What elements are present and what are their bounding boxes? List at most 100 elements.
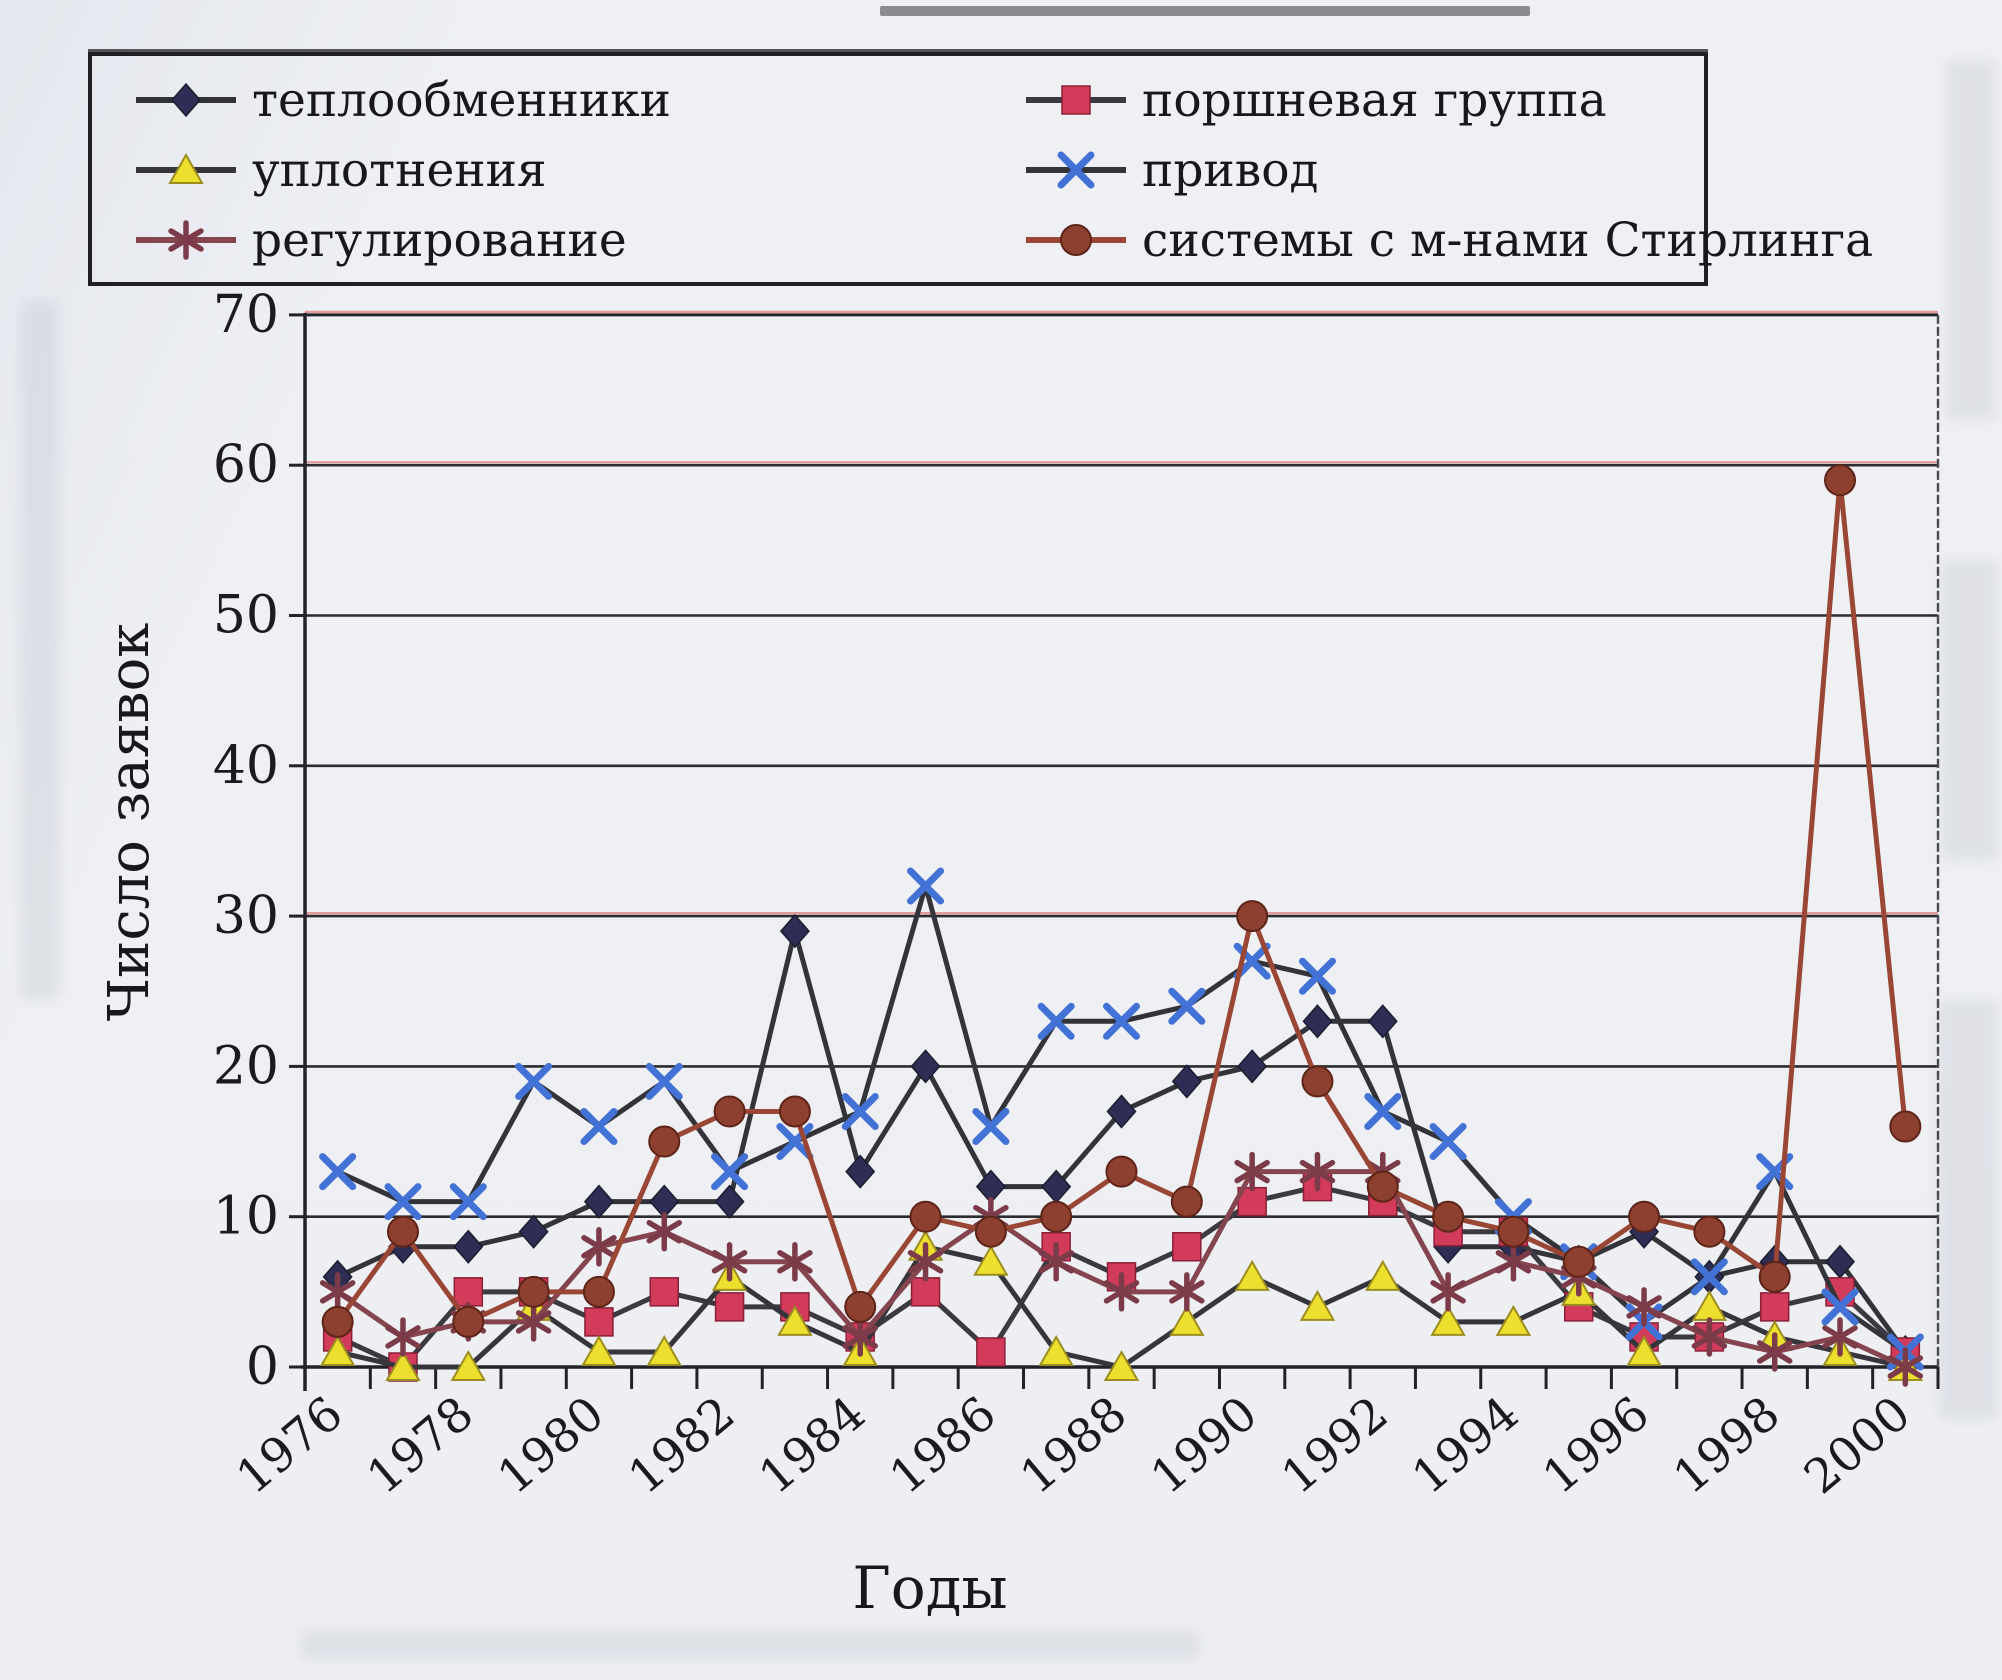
marker-square <box>584 1307 614 1337</box>
bleed-through-artifact <box>300 1630 1200 1660</box>
marker-diamond <box>1302 1004 1333 1039</box>
marker-x <box>645 1062 683 1100</box>
x-tick-label: 1994 <box>1402 1386 1529 1505</box>
marker-x <box>449 1183 487 1221</box>
marker-triangle <box>1038 1334 1074 1366</box>
legend-label: уплотнения <box>252 142 547 198</box>
legend-item-1: теплообменники <box>134 70 671 130</box>
marker-triangle <box>385 1349 421 1381</box>
y-tick-label: 40 <box>213 736 279 796</box>
marker-circle <box>452 1305 485 1338</box>
svg-text:1978: 1978 <box>357 1386 484 1505</box>
svg-text:1980: 1980 <box>488 1386 615 1505</box>
svg-text:1976: 1976 <box>226 1386 353 1505</box>
marker-circle <box>1693 1215 1726 1248</box>
x-tick-label: 1990 <box>1141 1386 1268 1505</box>
marker-diamond <box>453 1229 484 1264</box>
x-tick-label: 2000 <box>1794 1386 1921 1505</box>
marker-x <box>1298 957 1336 995</box>
legend-label: системы с м-нами Стирлинга <box>1142 212 1874 268</box>
marker-circle <box>1040 1200 1073 1233</box>
marker-x <box>1168 987 1206 1025</box>
legend-item-2: уплотнения <box>134 140 547 200</box>
svg-text:1996: 1996 <box>1533 1386 1660 1505</box>
marker-diamond <box>845 1154 876 1189</box>
marker-asterisk <box>1038 1250 1074 1274</box>
marker-triangle <box>1691 1289 1728 1321</box>
marker-circle <box>778 1095 811 1128</box>
legend-swatch-asterisk-icon <box>136 220 236 260</box>
marker-triangle <box>1495 1304 1532 1336</box>
svg-text:2000: 2000 <box>1794 1386 1921 1505</box>
svg-text:1994: 1994 <box>1402 1386 1529 1505</box>
bleed-through-artifact <box>1938 1000 1998 1420</box>
marker-diamond <box>1367 1004 1398 1039</box>
marker-diamond <box>910 1049 941 1084</box>
marker-diamond <box>1237 1049 1268 1084</box>
marker-x <box>776 1123 814 1161</box>
marker-asterisk <box>711 1250 748 1274</box>
x-tick-label: 1986 <box>880 1386 1007 1505</box>
marker-triangle <box>1430 1304 1466 1336</box>
marker-x <box>711 1153 749 1191</box>
marker-square <box>1759 1292 1790 1322</box>
y-tick-label: 30 <box>213 886 279 946</box>
marker-square <box>910 1277 941 1307</box>
bleed-through-artifact <box>1946 60 1996 420</box>
marker-triangle <box>777 1304 813 1336</box>
marker-triangle <box>1299 1289 1336 1321</box>
marker-x <box>1103 1002 1140 1040</box>
marker-x <box>384 1183 422 1221</box>
marker-triangle <box>646 1334 682 1366</box>
marker-x <box>841 1092 879 1130</box>
marker-asterisk <box>1169 1280 1205 1304</box>
marker-asterisk <box>646 1219 683 1244</box>
marker-asterisk <box>1299 1159 1336 1184</box>
marker-asterisk <box>319 1280 356 1304</box>
y-tick-label: 20 <box>213 1036 279 1096</box>
marker-circle <box>517 1275 550 1308</box>
series-теплообменники <box>322 913 1921 1370</box>
marker-triangle <box>1234 1259 1270 1291</box>
marker-x <box>319 1153 357 1191</box>
marker-triangle <box>1626 1334 1662 1366</box>
marker-diamond <box>779 913 810 949</box>
marker-asterisk <box>842 1325 878 1349</box>
marker-circle <box>1301 1065 1334 1098</box>
legend-label: привод <box>1142 142 1319 198</box>
marker-asterisk <box>1756 1340 1793 1364</box>
x-tick-label: 1988 <box>1010 1386 1137 1505</box>
marker-square <box>1061 85 1091 115</box>
marker-diamond <box>171 82 201 118</box>
marker-x <box>1057 151 1095 189</box>
y-tick-label: 50 <box>213 586 279 646</box>
legend-swatch-triangle-icon <box>136 152 236 184</box>
svg-text:1982: 1982 <box>618 1386 745 1505</box>
marker-circle <box>1628 1200 1661 1233</box>
marker-diamond <box>518 1214 549 1249</box>
marker-circle <box>1889 1110 1922 1143</box>
x-axis-title: Годы <box>852 1554 1007 1622</box>
marker-square <box>1172 1232 1202 1262</box>
svg-text:1986: 1986 <box>880 1386 1007 1505</box>
series-системы-с-м-нами-стирлинга <box>321 464 1922 1338</box>
marker-circle <box>1432 1200 1465 1233</box>
marker-x <box>1233 942 1271 980</box>
legend-swatch-x-icon <box>1026 151 1126 189</box>
marker-asterisk <box>385 1325 421 1349</box>
y-tick-label: 70 <box>213 285 279 345</box>
x-tick-label: 1978 <box>357 1386 484 1505</box>
legend-item-4: поршневая группа <box>1024 70 1607 130</box>
legend-item-5: привод <box>1024 140 1318 200</box>
marker-triangle <box>450 1349 487 1381</box>
legend-swatch-square-icon <box>1026 85 1126 115</box>
marker-circle <box>1060 224 1092 256</box>
legend-label: поршневая группа <box>1142 72 1607 128</box>
svg-text:1988: 1988 <box>1010 1386 1137 1505</box>
marker-asterisk <box>907 1250 944 1274</box>
marker-asterisk <box>1430 1280 1466 1304</box>
marker-diamond <box>1106 1094 1137 1129</box>
legend-swatch-circle-icon <box>1026 224 1126 256</box>
